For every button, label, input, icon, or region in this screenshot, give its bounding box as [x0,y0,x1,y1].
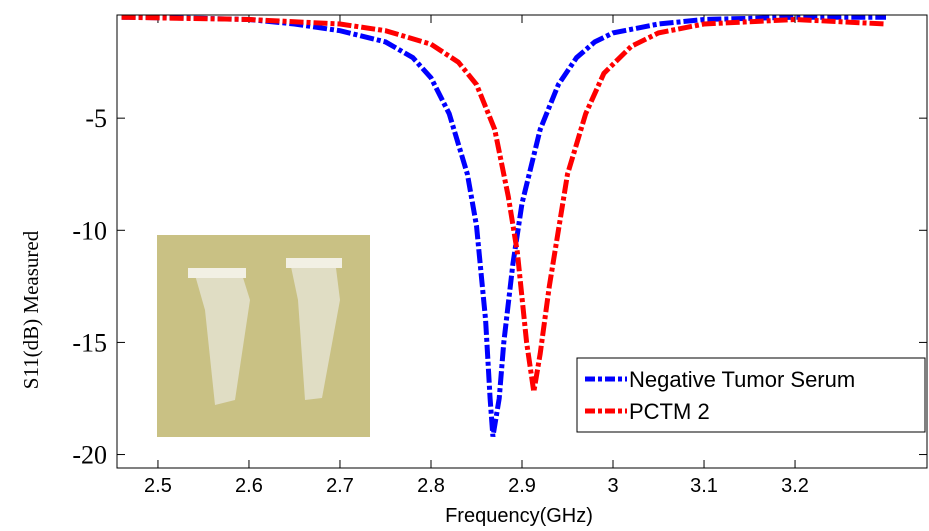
plot-frame [116,14,928,469]
y-axis-label: S11(dB) Measured [19,230,43,389]
legend-box [576,357,926,433]
x-tick-label: 2.9 [508,475,536,497]
x-tick-label: 2.6 [235,475,263,497]
x-tick-label: 3.1 [690,475,718,497]
y-tick-label: -10 [72,216,107,245]
y-tick-label: -5 [85,104,107,133]
x-tick-label: 3 [607,475,618,497]
x-axis-label: Frequency(GHz) [445,505,593,527]
x-tick-label: 3.2 [781,475,809,497]
tube-cap [286,258,342,268]
legend-label: PCTM 2 [629,399,710,424]
inset-photo [157,235,370,437]
y-tick-label: -20 [72,441,107,470]
tube-cap [188,268,246,278]
y-tick-label: -15 [72,328,107,357]
tube [195,268,250,405]
tube [290,260,340,400]
x-tick-label: 2.5 [144,475,172,497]
legend-label: Negative Tumor Serum [629,367,855,392]
series-line [121,14,887,393]
x-tick-label: 2.8 [417,475,445,497]
series-line [121,14,886,438]
x-tick-label: 2.7 [326,475,354,497]
